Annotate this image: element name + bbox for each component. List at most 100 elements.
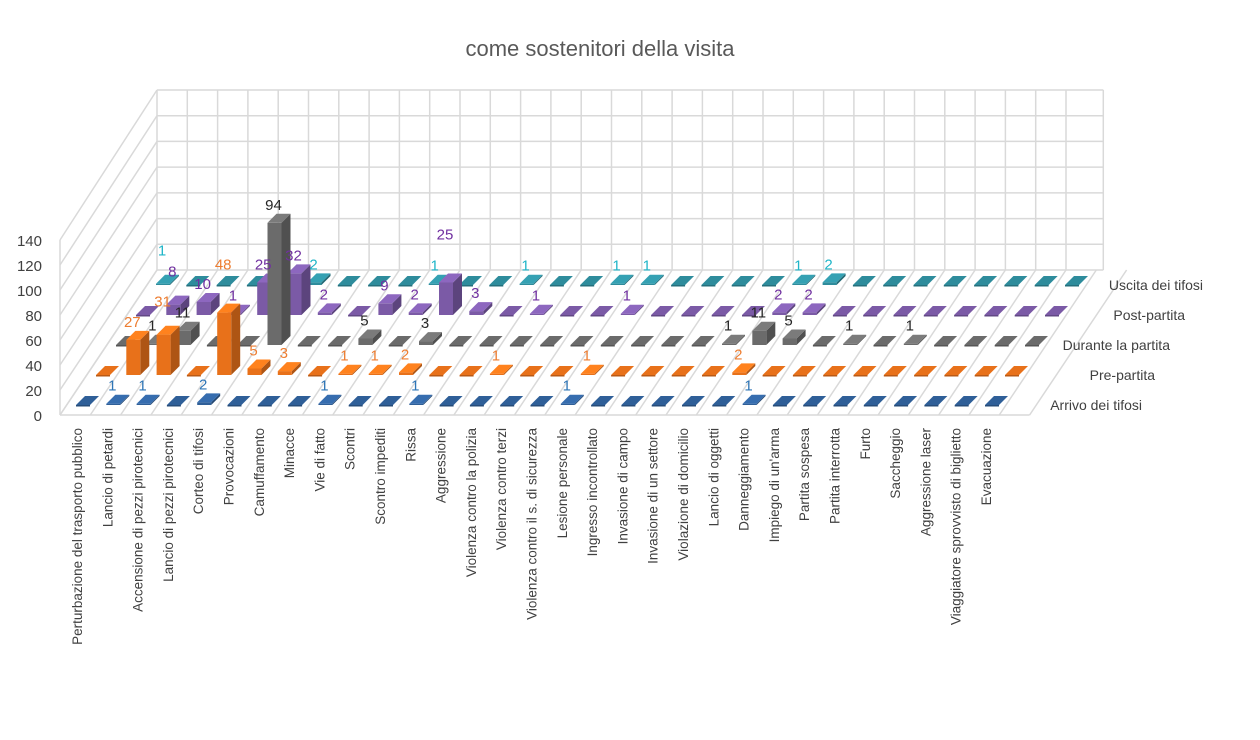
bar-pre-partita-26 [883, 366, 907, 377]
bar-uscita-dei-tifosi-0 [156, 274, 179, 285]
bar-durante-la-partita-23 [812, 336, 836, 347]
bar-arrivo-dei-tifosi-2 [136, 394, 160, 405]
bar-front-face [338, 373, 353, 375]
bar-pre-partita-9 [368, 364, 392, 375]
bar-uscita-dei-tifosi-13 [549, 276, 573, 287]
floor-gridline [907, 269, 1007, 416]
bar-front-face [934, 345, 949, 347]
bar-top-face [378, 294, 402, 304]
bar-top-face [823, 366, 847, 375]
bar-post-partita-16 [620, 304, 644, 315]
bar-post-partita-9 [408, 303, 432, 315]
y-tick-label: 120 [17, 258, 42, 275]
bar-top-face [833, 396, 857, 405]
side-wall-gridline [59, 218, 158, 366]
bar-top-face [308, 366, 332, 375]
bar-front-face [742, 403, 757, 405]
bar-front-face [641, 375, 656, 377]
category-label: Perturbazione del trasporto pubblico [70, 428, 85, 645]
bar-front-face [852, 285, 867, 287]
bar-front-face [943, 285, 958, 287]
bar-arrivo-dei-tifosi-6 [257, 396, 281, 407]
bar-front-face [722, 343, 736, 345]
bar-side-face [240, 304, 250, 315]
bar-front-face [388, 345, 403, 347]
bar-front-face [985, 405, 999, 407]
floor-gridline [453, 269, 552, 416]
bar-arrivo-dei-tifosi-10 [379, 396, 402, 407]
bar-top-face [631, 336, 655, 345]
category-label: Ingresso incontrollato [585, 428, 600, 556]
bar-front-face [116, 345, 130, 347]
bar-top-face [611, 366, 635, 375]
category-label: Furto [858, 428, 873, 460]
bar-top-face [489, 364, 513, 374]
data-label: 1 [431, 258, 439, 275]
data-label: 9 [380, 277, 388, 294]
bar-front-face [156, 334, 171, 375]
bar-pre-partita-6 [277, 362, 301, 375]
bar-top-face [429, 366, 453, 375]
bar-arrivo-dei-tifosi-18 [621, 396, 645, 407]
bar-top-face [914, 366, 938, 375]
bar-front-face [913, 285, 928, 287]
bar-front-face [1034, 285, 1049, 287]
bar-arrivo-dei-tifosi-9 [348, 396, 372, 407]
bar-pre-partita-3 [186, 366, 210, 377]
bar-front-face [863, 315, 878, 317]
bar-pre-partita-28 [944, 366, 968, 377]
bar-side-face [624, 274, 634, 285]
bar-top-face [166, 295, 190, 305]
bar-post-partita-28 [984, 306, 1008, 317]
category-label: Violazione di domicilio [676, 428, 691, 561]
bar-pre-partita-11 [429, 366, 453, 377]
bar-top-face [550, 366, 574, 375]
y-tick-label: 0 [34, 408, 42, 425]
bar-durante-la-partita-10 [419, 332, 442, 345]
bar-top-face [682, 396, 705, 405]
side-wall-gridline [59, 192, 158, 341]
bar-side-face [170, 274, 179, 285]
bar-uscita-dei-tifosi-12 [519, 274, 543, 285]
bar-post-partita-10 [439, 273, 462, 315]
bar-pre-partita-13 [489, 364, 513, 375]
bar-top-face [590, 306, 614, 315]
data-label: 32 [285, 247, 302, 264]
bar-pre-partita-19 [671, 366, 695, 377]
bar-front-face [651, 315, 666, 317]
bar-post-partita-18 [681, 306, 705, 317]
bar-front-face [237, 345, 252, 347]
bar-top-face [852, 276, 876, 285]
floor-gridline [422, 269, 522, 416]
bar-pre-partita-16 [580, 364, 604, 375]
bar-front-face [76, 405, 90, 407]
bar-front-face [792, 283, 807, 285]
bar-durante-la-partita-11 [449, 336, 473, 347]
category-label: Evacuazione [979, 428, 994, 505]
bar-durante-la-partita-27 [934, 336, 958, 347]
bar-top-face [651, 306, 675, 315]
floor-gridline [786, 269, 885, 416]
bar-top-face [237, 336, 261, 345]
floor-gridline [816, 269, 916, 416]
bar-front-face [591, 405, 606, 407]
bar-front-face [206, 345, 221, 347]
bar-arrivo-dei-tifosi-17 [591, 396, 615, 407]
bar-uscita-dei-tifosi-24 [883, 276, 907, 287]
bar-side-face [594, 364, 604, 375]
bar-top-face [549, 276, 573, 285]
data-label: 5 [360, 313, 368, 330]
bar-top-face [186, 366, 210, 375]
bar-top-face [288, 396, 312, 405]
side-wall-gridline [59, 141, 158, 291]
bar-side-face [231, 303, 241, 375]
bar-top-face [802, 303, 826, 313]
bar-front-face [903, 343, 918, 345]
bar-front-face [822, 282, 837, 285]
bar-uscita-dei-tifosi-22 [822, 273, 846, 285]
bar-front-face [257, 405, 272, 407]
bar-front-face [853, 375, 868, 377]
bar-top-face [500, 396, 524, 405]
bar-front-face [701, 285, 716, 287]
bar-durante-la-partita-7 [328, 336, 352, 347]
